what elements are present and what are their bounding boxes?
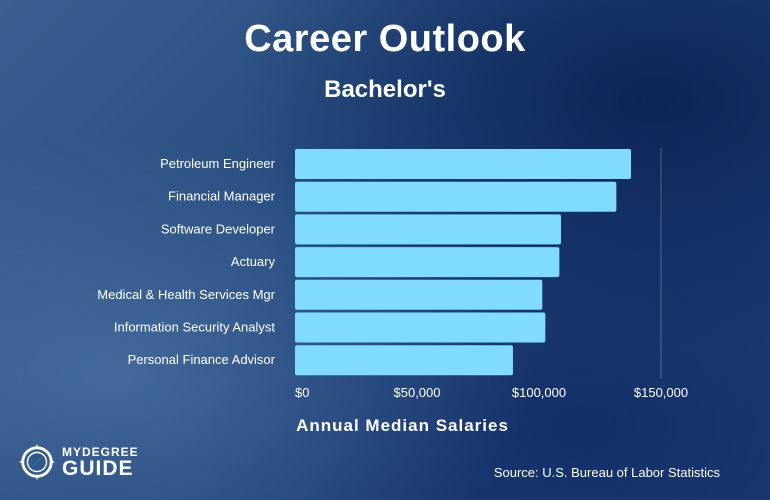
category-label: Actuary: [231, 254, 276, 269]
bar-petroleum-engineer: [295, 149, 632, 179]
bar-personal-finance-advisor: [295, 345, 513, 376]
bar-software-developer: [295, 214, 562, 245]
bar-medical-health-services-mgr: [295, 279, 543, 310]
x-axis-label: Annual Median Salaries: [296, 416, 509, 435]
category-label: Financial Manager: [168, 189, 276, 204]
category-label: Information Security Analyst: [114, 320, 276, 335]
category-labels: Petroleum Engineer Financial Manager Softw…: [97, 156, 275, 367]
bar-actuary: [295, 247, 560, 278]
category-label: Personal Finance Advisor: [128, 352, 276, 367]
bar-information-security-analyst: [295, 312, 546, 343]
chart-title: Career Outlook: [244, 18, 526, 60]
bars-layer: [295, 149, 632, 376]
x-tick-label: $150,000: [634, 385, 688, 400]
compass-logo-icon: [18, 443, 56, 481]
bar-financial-manager: [295, 181, 617, 212]
logo-text-bottom: GUIDE: [62, 456, 134, 480]
mydegree-guide-logo: MYDEGREE GUIDE: [18, 442, 139, 482]
category-label: Software Developer: [161, 221, 276, 236]
source-note: Source: U.S. Bureau of Labor Statistics: [493, 465, 720, 480]
x-axis-ticks: $0 $50,000 $100,000 $150,000: [295, 385, 688, 400]
x-tick-label: $100,000: [512, 385, 566, 400]
category-label: Medical & Health Services Mgr: [97, 287, 275, 302]
logo-text-top: MYDEGREE: [62, 444, 139, 459]
x-tick-label: $50,000: [394, 385, 441, 400]
category-label: Petroleum Engineer: [160, 156, 276, 171]
x-tick-label: $0: [295, 385, 309, 400]
chart-subtitle: Bachelor's: [324, 76, 446, 103]
logo-wordmark: MYDEGREE GUIDE: [62, 446, 139, 479]
